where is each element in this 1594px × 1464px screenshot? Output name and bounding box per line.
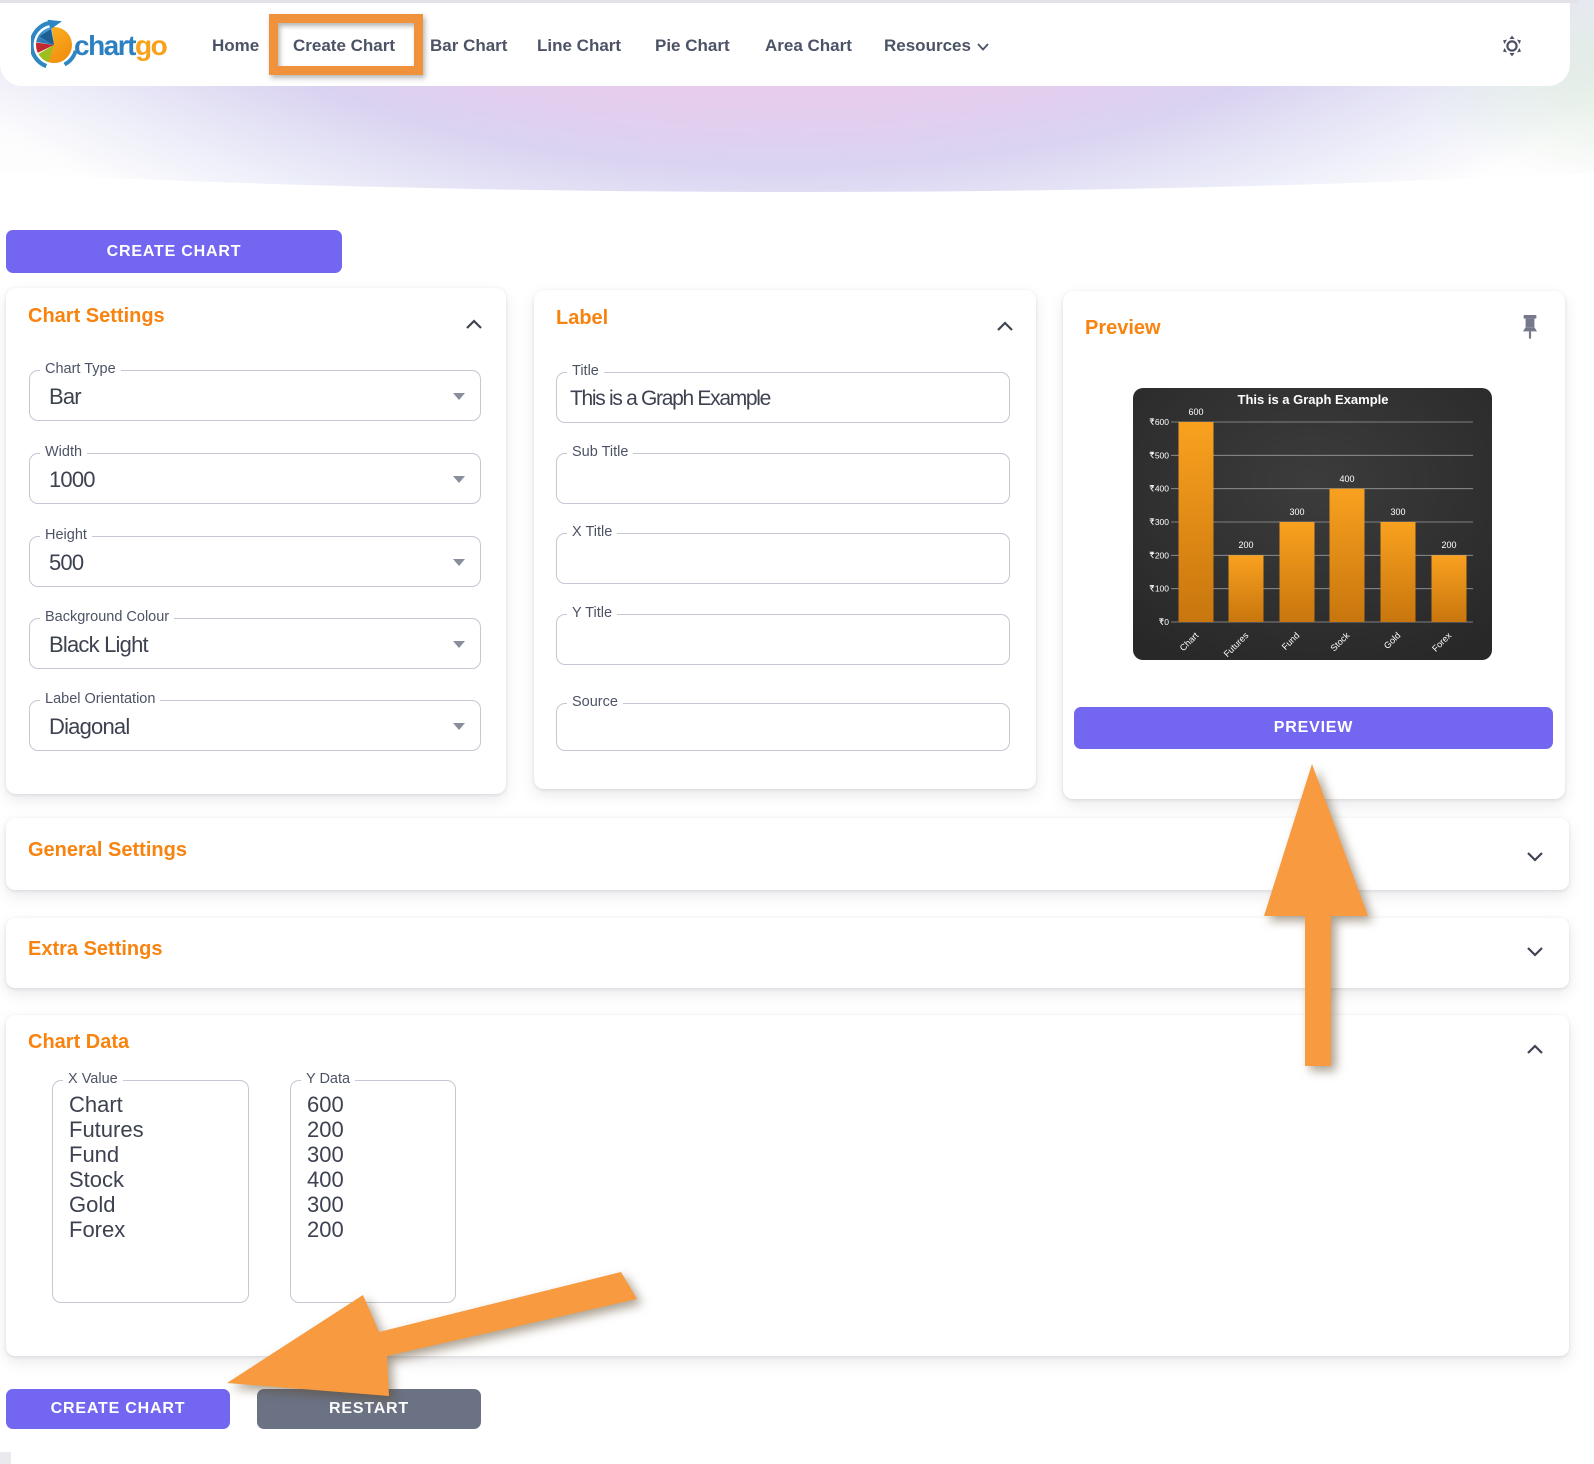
svg-text:This is a Graph Example: This is a Graph Example: [1238, 392, 1389, 407]
svg-text:200: 200: [1238, 540, 1253, 550]
svg-text:300: 300: [1155, 517, 1169, 527]
svg-text:500: 500: [1155, 450, 1169, 460]
svg-text:600: 600: [1188, 407, 1203, 417]
svg-text:600: 600: [1155, 417, 1169, 427]
svg-text:0: 0: [1164, 617, 1169, 627]
svg-text:200: 200: [1441, 540, 1456, 550]
svg-text:300: 300: [1289, 507, 1304, 517]
svg-text:200: 200: [1155, 550, 1169, 560]
svg-text:300: 300: [1390, 507, 1405, 517]
svg-text:100: 100: [1155, 584, 1169, 594]
svg-text:400: 400: [1155, 484, 1169, 494]
svg-text:400: 400: [1339, 474, 1354, 484]
